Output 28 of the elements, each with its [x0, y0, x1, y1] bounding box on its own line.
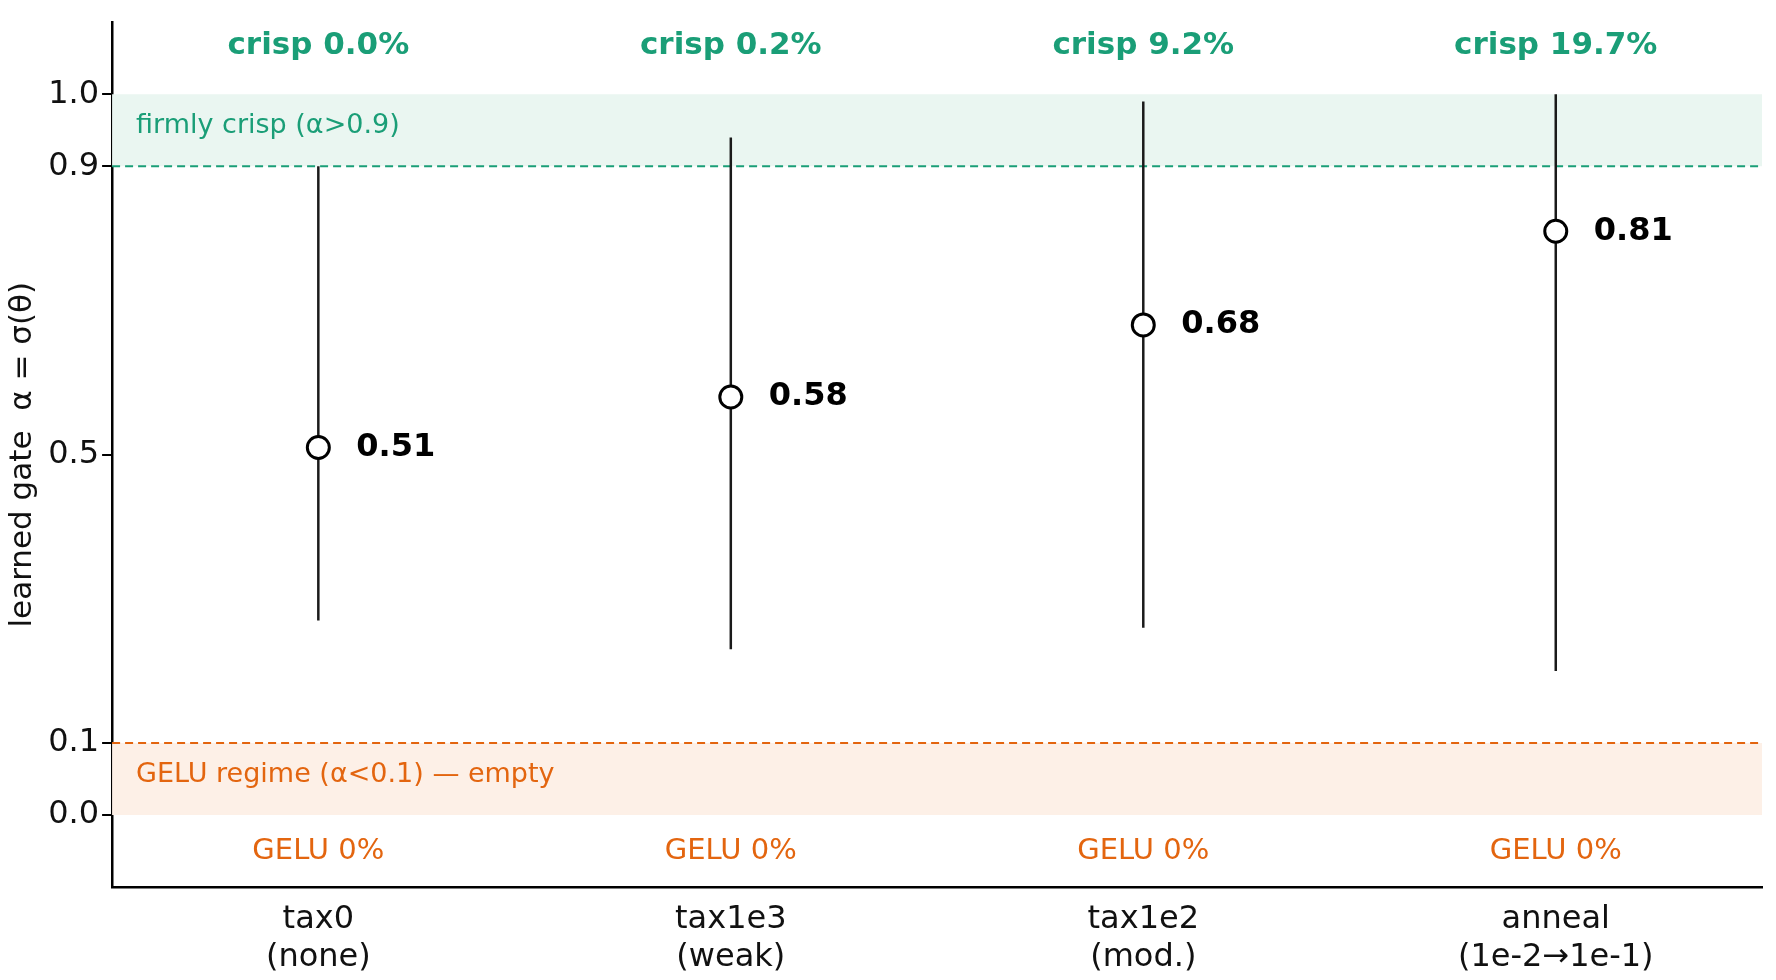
annotation: GELU 0% [1077, 831, 1210, 866]
annotation: GELU 0% [664, 831, 797, 866]
point [305, 434, 331, 460]
y-tick-label: 0.5 [48, 433, 100, 472]
x-tick-label: tax0 (none) [265, 897, 371, 975]
data-label: 0.81 [1593, 209, 1673, 248]
point [1543, 218, 1569, 244]
y-tick-label: 1.0 [48, 72, 100, 111]
band-label: firmly crisp (α>0.9) [136, 108, 400, 140]
x-tick-label: tax1e2 (mod.) [1087, 897, 1200, 975]
annotation: crisp 9.2% [1052, 25, 1235, 62]
y-tick-label: 0.1 [48, 721, 100, 760]
y-tick-label: 0.0 [48, 793, 100, 832]
point [1130, 312, 1156, 338]
y-axis-title: learned gate α = σ(θ) [1, 281, 38, 628]
data-label: 0.68 [1181, 303, 1261, 342]
data-label: 0.58 [768, 375, 848, 414]
data-label: 0.51 [356, 425, 436, 464]
annotation: crisp 0.0% [227, 25, 410, 62]
annotation: GELU 0% [1489, 831, 1622, 866]
x-tick-label: anneal (1e-2→1e-1) [1457, 897, 1654, 975]
annotation: crisp 19.7% [1454, 25, 1658, 62]
annotation: GELU 0% [252, 831, 385, 866]
band-label: GELU regime (α<0.1) — empty [136, 757, 555, 789]
point [718, 384, 744, 410]
y-tick-label: 0.9 [48, 144, 100, 183]
x-tick-label: tax1e3 (weak) [675, 897, 787, 975]
annotation: crisp 0.2% [639, 25, 822, 62]
